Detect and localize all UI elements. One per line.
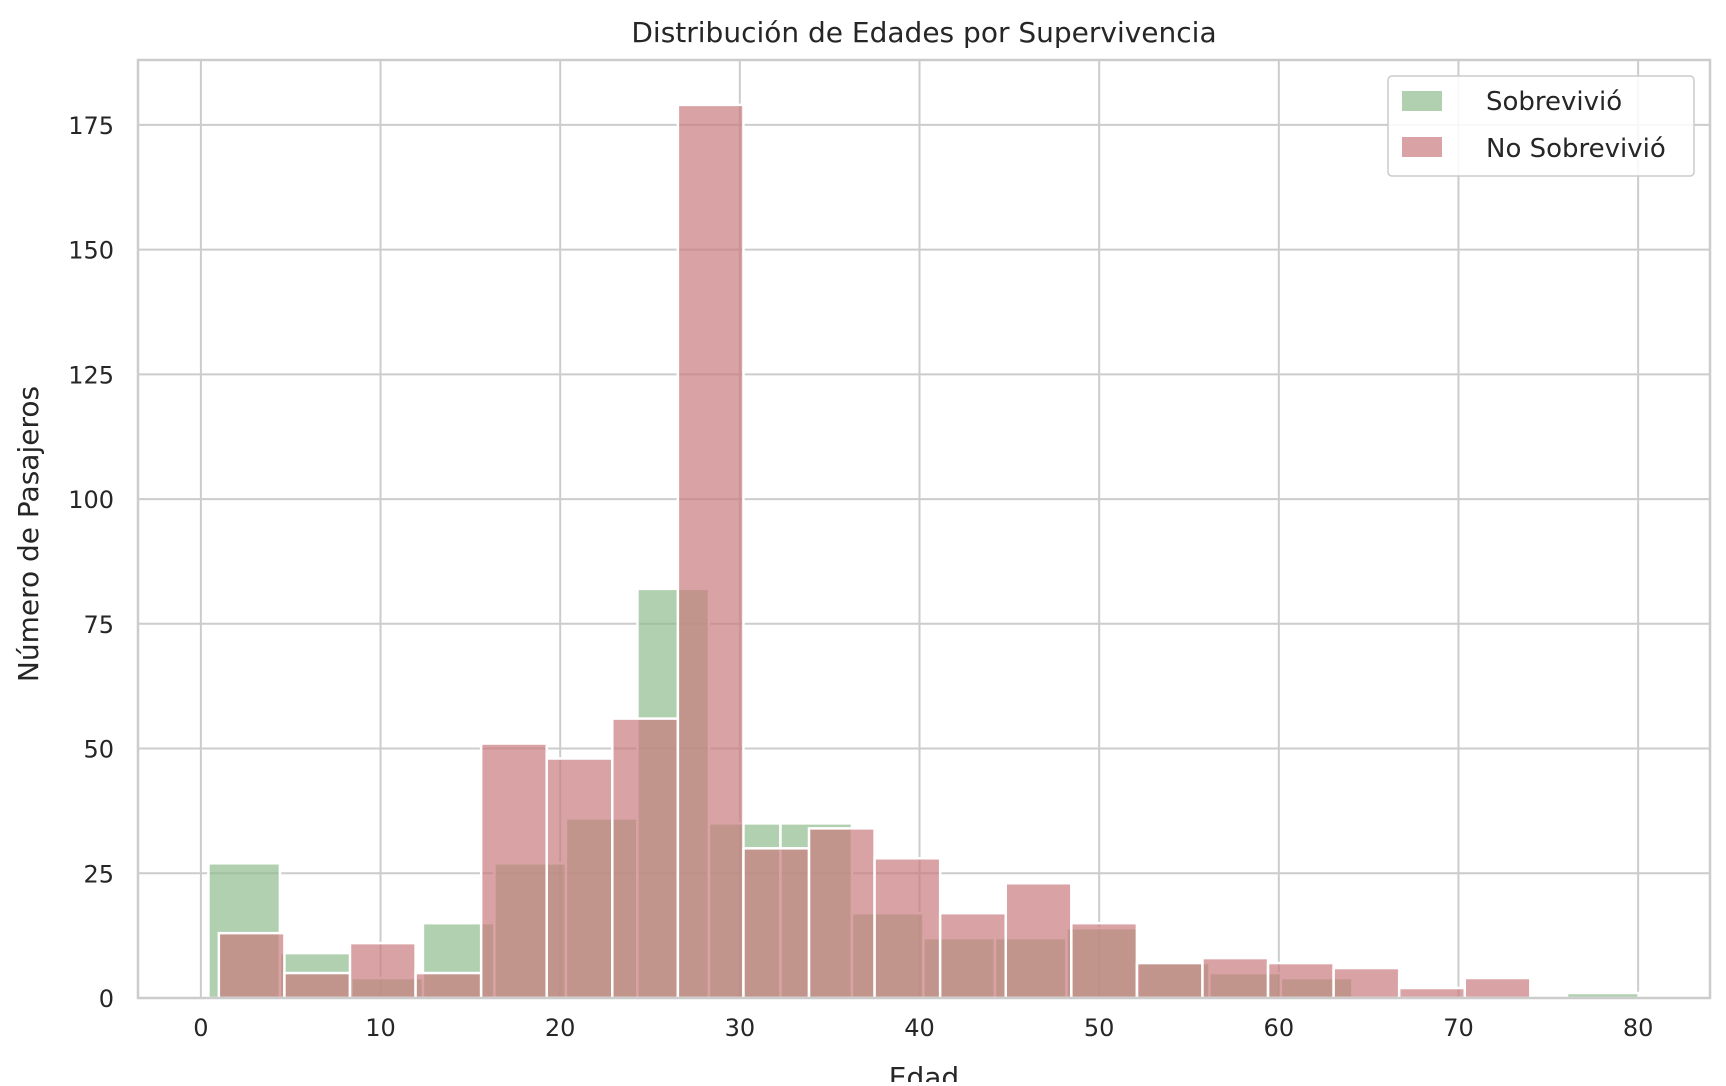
y-tick-label: 175 [68,112,114,140]
y-tick-label: 150 [68,237,114,265]
y-tick-label: 0 [99,985,114,1013]
legend-label-not-survived: No Sobrevivió [1486,134,1666,164]
x-tick-label: 40 [904,1014,935,1042]
x-tick-label: 60 [1264,1014,1295,1042]
x-axis-label: Edad [889,1061,959,1082]
bar-not-survived [807,827,876,1000]
plot-frame [136,58,1712,1000]
legend-swatch-not-survived [1402,137,1442,157]
series-not-survived [217,103,1532,1000]
bar-not-survived [1004,881,1073,1000]
tick-labels: 0 10 20 30 40 50 60 70 80 0 25 50 75 100 125 150 175 [68,112,1653,1042]
bar-not-survived [1135,961,1204,1000]
y-tick-label: 25 [83,860,114,888]
bar-not-survived [611,717,680,1000]
bar-not-survived [545,757,614,1000]
x-tick-label: 20 [545,1014,576,1042]
x-tick-label: 50 [1084,1014,1115,1042]
bar-not-survived [1332,966,1401,1000]
bar-not-survived [873,857,942,1000]
x-tick-label: 70 [1443,1014,1474,1042]
legend-swatch-survived [1402,91,1442,111]
legend: Sobrevivió No Sobrevivió [1387,75,1695,177]
bar-not-survived [1201,956,1270,1000]
x-tick-label: 10 [365,1014,396,1042]
bar-not-survived [1266,961,1335,1000]
x-tick-label: 30 [725,1014,756,1042]
bar-not-survived [1397,986,1467,1000]
legend-label-survived: Sobrevivió [1486,87,1622,117]
bar-not-survived [348,941,417,1000]
bar-not-survived [938,911,1007,1000]
y-axis-label: Número de Pasajeros [12,386,45,682]
bar-not-survived [742,847,811,1000]
y-tick-label: 100 [68,486,114,514]
y-tick-label: 75 [83,611,114,639]
bar-not-survived [676,103,745,1000]
bar-not-survived [217,931,286,1000]
chart-title: Distribución de Edades por Supervivencia [631,16,1216,49]
axes-frame [136,58,1712,1000]
bar-not-survived [283,971,352,1000]
x-tick-label: 80 [1623,1014,1654,1042]
bar-not-survived [1070,921,1139,1000]
histogram-bars [207,103,1640,1000]
legend-frame [1387,75,1695,177]
y-tick-label: 125 [68,361,114,389]
x-tick-label: 0 [193,1014,208,1042]
y-tick-label: 50 [83,736,114,764]
bar-not-survived [414,971,483,1000]
bar-not-survived [1463,976,1532,1000]
bar-not-survived [479,742,548,1000]
